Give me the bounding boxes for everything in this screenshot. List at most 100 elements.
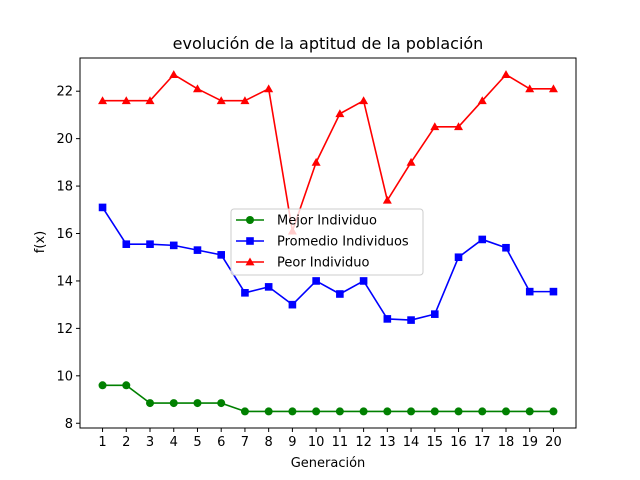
- y-tick-label: 22: [56, 85, 73, 100]
- data-point: [122, 240, 131, 248]
- x-tick-label: 15: [427, 435, 444, 450]
- data-point: [359, 407, 368, 416]
- data-point: [335, 109, 345, 118]
- x-tick-label: 13: [379, 435, 396, 450]
- data-point: [288, 300, 297, 309]
- x-tick-label: 20: [545, 435, 562, 450]
- data-point: [98, 203, 107, 212]
- legend-label: Mejor Individuo: [277, 214, 377, 229]
- legend-label: Promedio Individuos: [277, 235, 409, 250]
- legend: Mejor Individuo Promedio Individuos Peor I…: [230, 208, 424, 276]
- series-1: [98, 381, 558, 416]
- legend-marker: [246, 237, 254, 245]
- data-point: [407, 316, 415, 324]
- y-tick-label: 14: [56, 274, 73, 289]
- data-point: [430, 310, 439, 318]
- x-tick-label: 8: [265, 435, 273, 450]
- y-tick-label: 16: [56, 227, 73, 242]
- x-axis-label: Generación: [291, 456, 366, 471]
- data-point: [240, 96, 250, 105]
- x-tick-label: 1: [98, 435, 106, 450]
- data-point: [335, 407, 344, 416]
- x-tick-label: 7: [241, 435, 249, 450]
- data-point: [525, 287, 534, 296]
- series-line: [102, 73, 554, 232]
- y-tick-label: 8: [65, 417, 73, 432]
- data-point: [525, 84, 535, 93]
- data-point: [288, 407, 297, 416]
- x-tick-label: 16: [450, 435, 467, 450]
- axis-ticks: 1 2 3 4 5 6 7 8 9 10 11 12 13 14 15 16 17 18 19 20810121416…: [56, 85, 561, 450]
- data-point: [264, 283, 273, 291]
- series-3: [98, 70, 558, 235]
- data-point: [311, 157, 321, 166]
- data-point: [407, 407, 416, 416]
- x-tick-label: 18: [498, 435, 515, 450]
- data-point: [454, 407, 463, 416]
- data-point: [548, 84, 558, 93]
- data-point: [502, 243, 510, 252]
- data-point: [145, 96, 155, 105]
- legend-box: [230, 208, 424, 276]
- data-point: [121, 96, 131, 105]
- data-point: [549, 407, 558, 416]
- data-point: [312, 407, 321, 416]
- data-point: [192, 84, 202, 93]
- x-tick-label: 5: [193, 435, 201, 450]
- data-point: [169, 399, 178, 408]
- data-point: [241, 289, 249, 297]
- chart-title: evolución de la aptitud de la población: [173, 34, 484, 53]
- data-point: [217, 251, 226, 259]
- legend-marker: [246, 216, 254, 224]
- data-point: [312, 277, 320, 285]
- data-point: [169, 70, 179, 78]
- x-tick-label: 12: [355, 435, 372, 450]
- x-tick-label: 17: [474, 435, 491, 450]
- series-2: [98, 203, 558, 324]
- y-tick-label: 12: [56, 322, 73, 337]
- x-tick-label: 9: [288, 435, 296, 450]
- x-tick-label: 3: [146, 435, 154, 450]
- data-point: [501, 407, 510, 416]
- data-point: [193, 246, 202, 254]
- data-point: [454, 253, 463, 262]
- x-tick-label: 14: [403, 435, 420, 450]
- legend-marker: [245, 257, 255, 266]
- x-tick-label: 2: [122, 435, 130, 450]
- data-point: [146, 240, 154, 248]
- data-point: [454, 122, 464, 131]
- data-point: [359, 96, 369, 105]
- x-tick-label: 19: [521, 435, 538, 450]
- data-point: [264, 84, 274, 93]
- data-point: [525, 407, 534, 416]
- data-point: [264, 407, 273, 416]
- data-point: [382, 195, 392, 204]
- data-point: [430, 122, 440, 131]
- data-point: [478, 407, 487, 416]
- legend-entry: Mejor Individuo: [236, 214, 377, 229]
- data-point: [216, 96, 226, 105]
- data-point: [477, 96, 487, 105]
- data-point: [383, 407, 392, 416]
- x-tick-label: 4: [170, 435, 178, 450]
- y-tick-label: 10: [56, 369, 73, 384]
- data-point: [478, 235, 487, 244]
- data-point: [217, 399, 226, 408]
- data-point: [122, 381, 131, 390]
- data-point: [430, 407, 439, 416]
- legend-label: Peor Individuo: [277, 256, 370, 271]
- data-point: [193, 399, 202, 408]
- x-tick-label: 6: [217, 435, 225, 450]
- y-axis-label: f(x): [33, 231, 48, 253]
- data-point: [406, 157, 416, 166]
- x-tick-label: 10: [308, 435, 325, 450]
- data-point: [98, 96, 108, 105]
- y-tick-label: 18: [56, 180, 73, 195]
- legend-entry: Promedio Individuos: [236, 235, 409, 250]
- series-layer: [98, 70, 558, 416]
- series-line: [101, 206, 554, 321]
- data-point: [240, 407, 249, 416]
- y-tick-label: 20: [56, 132, 73, 147]
- data-point: [359, 277, 368, 285]
